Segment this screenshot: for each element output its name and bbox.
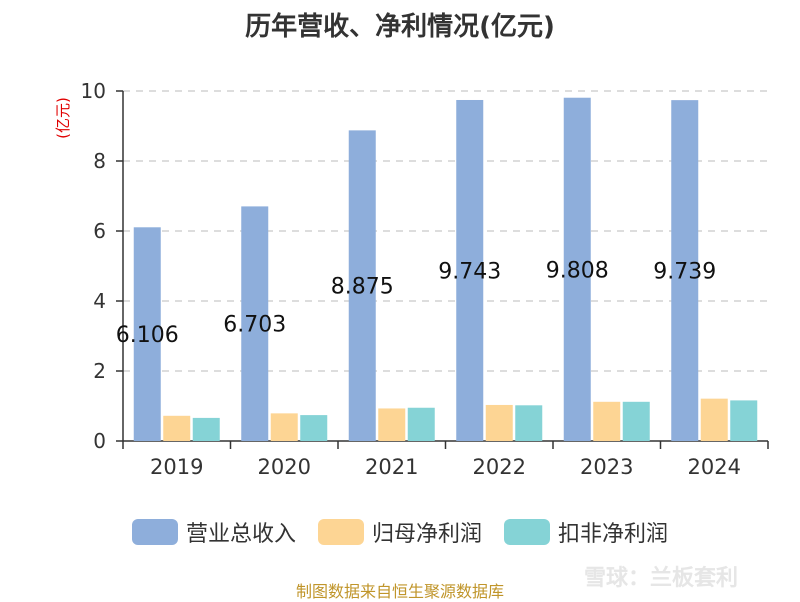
x-tick-label: 2021 <box>365 455 418 479</box>
legend-label: 归母净利润 <box>371 522 482 547</box>
y-axis-label: (亿元) <box>54 97 72 139</box>
bar <box>241 206 269 441</box>
bar <box>378 408 406 441</box>
data-label: 6.703 <box>223 313 286 338</box>
gridlines <box>123 90 768 372</box>
y-tick-label: 8 <box>93 149 106 173</box>
bar <box>300 415 328 441</box>
y-tick-label: 0 <box>93 429 106 453</box>
bar <box>485 404 513 441</box>
bars <box>133 97 758 442</box>
legend-label: 扣非净利润 <box>558 522 669 547</box>
x-tick-label: 2019 <box>150 455 203 479</box>
watermark: 雪球：兰板套利 <box>584 566 739 591</box>
data-labels: 6.106 6.703 8.875 9.743 9.808 9.739 <box>116 258 716 348</box>
legend-swatch <box>504 519 550 545</box>
legend-swatch <box>317 519 364 545</box>
legend-label: 营业总收入 <box>185 522 296 547</box>
bar <box>348 130 376 441</box>
data-label: 9.739 <box>653 260 716 285</box>
bar <box>407 407 435 441</box>
y-tick-label: 10 <box>81 79 106 103</box>
x-tick-label: 2024 <box>688 455 741 479</box>
x-tick-label: 2023 <box>580 455 633 479</box>
legend-item: 归母净利润 <box>317 516 482 548</box>
legend: 营业总收入 归母净利润 扣非净利润 <box>0 516 800 548</box>
bar <box>133 227 161 441</box>
bar <box>515 405 543 441</box>
legend-item: 营业总收入 <box>131 516 296 548</box>
bar <box>622 401 650 441</box>
data-label: 9.743 <box>438 259 501 284</box>
bar <box>270 413 298 441</box>
axes: 0 2 4 6 8 10 2019 2020 2021 2022 2023 2024 <box>81 79 769 479</box>
data-label: 9.808 <box>546 258 609 283</box>
y-tick-label: 6 <box>93 219 106 243</box>
x-tick-label: 2022 <box>473 455 526 479</box>
legend-item: 扣非净利润 <box>504 516 668 548</box>
chart-title: 历年营收、净利情况(亿元) <box>245 12 555 42</box>
y-tick-label: 4 <box>93 289 106 313</box>
bar <box>563 97 591 441</box>
bar <box>163 415 191 441</box>
data-label: 6.106 <box>116 323 179 348</box>
bar <box>593 401 621 441</box>
bar <box>730 400 758 441</box>
bar <box>192 417 220 441</box>
source-note: 制图数据来自恒生聚源数据库 <box>295 582 504 601</box>
bar <box>456 99 484 442</box>
y-tick-label: 2 <box>93 359 106 383</box>
legend-swatch <box>131 519 178 545</box>
bar <box>671 100 699 441</box>
bar <box>700 398 728 441</box>
x-tick-label: 2020 <box>258 455 311 479</box>
data-label: 8.875 <box>331 275 394 300</box>
